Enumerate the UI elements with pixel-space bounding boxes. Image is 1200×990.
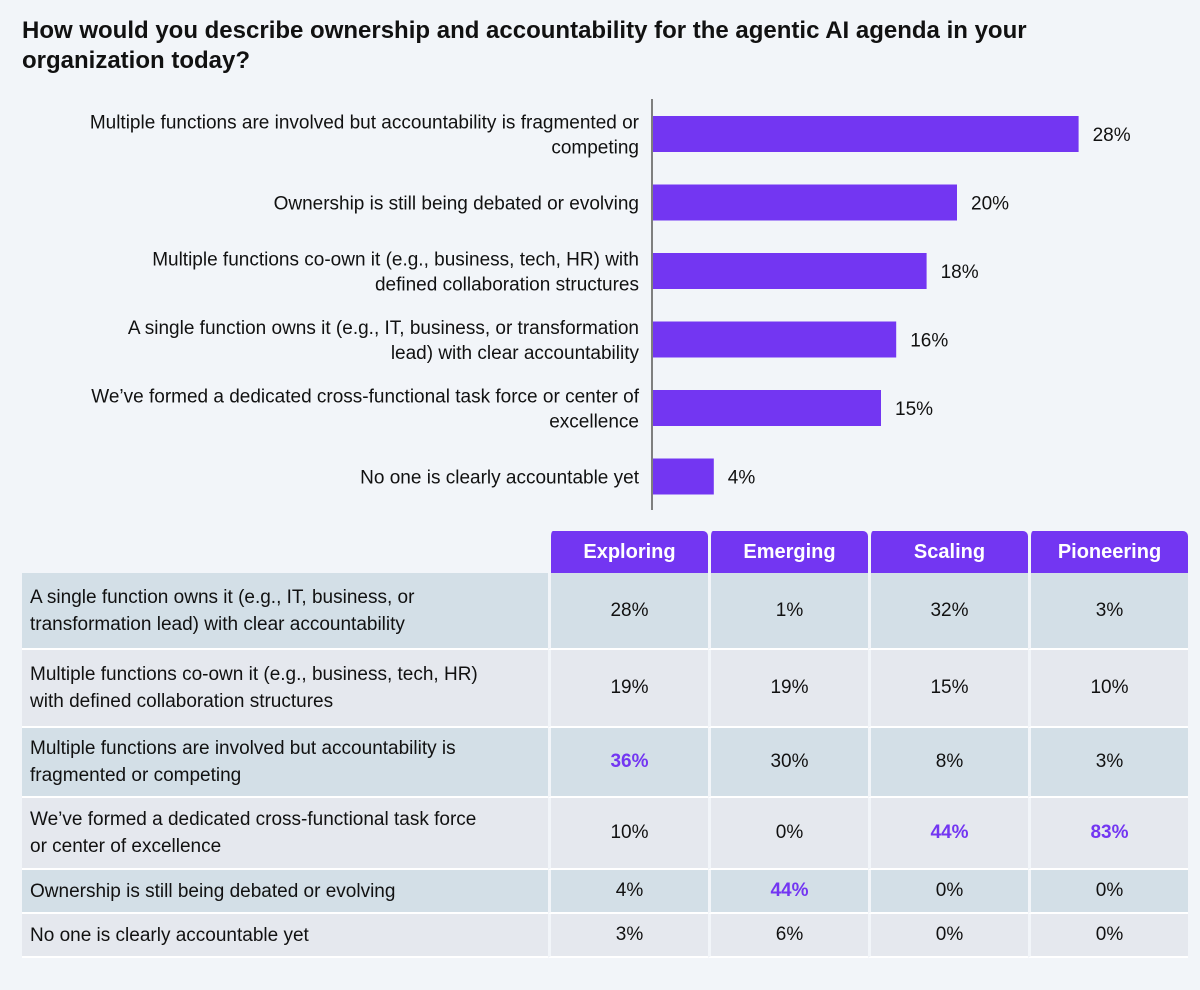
value-cell-scaling: 15% [868,650,1028,728]
value-cell-exploring: 4% [548,870,708,914]
value-cell-emerging: 6% [708,914,868,958]
row-label: Multiple functions co-own it (e.g., busi… [22,650,548,728]
row-label-line: fragmented or competing [30,765,242,786]
value-cell-pioneering: 3% [1028,573,1188,650]
value-cell-scaling: 44% [868,798,1028,870]
bar-2 [653,253,927,289]
column-header-scaling: Scaling [868,531,1028,573]
value-label-4: 15% [895,399,933,420]
category-label-line: Multiple functions are involved but acco… [90,113,640,134]
table-row: A single function owns it (e.g., IT, bus… [22,573,1188,650]
value-cell-exploring: 19% [548,650,708,728]
category-label-line: Ownership is still being debated or evol… [274,194,639,215]
column-header-emerging: Emerging [708,531,868,573]
value-cell-emerging: 30% [708,728,868,798]
category-label-line: defined collaboration structures [375,275,639,296]
value-cell-exploring: 36% [548,728,708,798]
row-label-line: We’ve formed a dedicated cross-functiona… [30,809,477,830]
row-label: We’ve formed a dedicated cross-functiona… [22,798,548,870]
category-label-line: competing [551,138,639,159]
category-label-2: Multiple functions co-own it (e.g., busi… [152,250,639,296]
value-cell-scaling: 32% [868,573,1028,650]
row-label-line: No one is clearly accountable yet [30,924,309,946]
row-label-line: with defined collaboration structures [30,691,334,712]
column-header-exploring: Exploring [548,531,708,573]
row-label: Multiple functions are involved but acco… [22,728,548,798]
value-cell-pioneering: 0% [1028,870,1188,914]
chart-title: How would you describe ownership and acc… [22,17,1027,74]
category-label-3: A single function owns it (e.g., IT, bus… [128,318,640,364]
value-cell-pioneering: 3% [1028,728,1188,798]
segment-table: Exploring Emerging Scaling Pioneering A sin… [22,531,1188,958]
value-cell-emerging: 0% [708,798,868,870]
value-cell-pioneering: 0% [1028,914,1188,958]
value-cell-emerging: 1% [708,573,868,650]
row-label-line: or center of excellence [30,836,222,857]
value-label-5: 4% [728,468,756,489]
value-cell-emerging: 44% [708,870,868,914]
bar-4 [653,390,881,426]
value-cell-scaling: 0% [868,914,1028,958]
category-label-5: No one is clearly accountable yet [360,468,640,489]
row-label-line: Ownership is still being debated or evol… [30,880,396,902]
category-label-line: lead) with clear accountability [391,343,640,364]
bar-5 [653,458,714,495]
table-header-row: Exploring Emerging Scaling Pioneering [22,531,1188,573]
row-label: A single function owns it (e.g., IT, bus… [22,573,548,650]
category-label-line: We’ve formed a dedicated cross-functiona… [91,387,639,408]
value-cell-exploring: 10% [548,798,708,870]
category-label-4: We’ve formed a dedicated cross-functiona… [91,387,639,433]
table-row: We’ve formed a dedicated cross-functiona… [22,798,1188,870]
bar-chart: Multiple functions are involved but acco… [90,99,1131,510]
value-cell-exploring: 28% [548,573,708,650]
row-label: No one is clearly accountable yet [22,914,548,958]
value-cell-pioneering: 83% [1028,798,1188,870]
value-cell-pioneering: 10% [1028,650,1188,728]
value-cell-exploring: 3% [548,914,708,958]
value-label-3: 16% [910,331,948,352]
table-row: Ownership is still being debated or evol… [22,870,1188,914]
value-cell-emerging: 19% [708,650,868,728]
bar-1 [653,184,957,221]
value-label-1: 20% [971,194,1009,215]
value-cell-scaling: 8% [868,728,1028,798]
row-label-line: Multiple functions are involved but acco… [30,738,456,759]
category-label-0: Multiple functions are involved but acco… [90,113,640,159]
table-row: Multiple functions co-own it (e.g., busi… [22,650,1188,728]
value-label-2: 18% [941,262,979,283]
category-label-line: excellence [549,412,639,433]
category-label-line: A single function owns it (e.g., IT, bus… [128,318,639,339]
row-label-line: transformation lead) with clear accounta… [30,613,405,635]
value-label-0: 28% [1093,125,1131,146]
bar-0 [653,116,1079,152]
table-row: No one is clearly accountable yet 3% 6% 0% 0… [22,914,1188,958]
row-label-line: A single function owns it (e.g., IT, bus… [30,586,415,608]
table-row: Multiple functions are involved but acco… [22,728,1188,798]
category-label-line: Multiple functions co-own it (e.g., busi… [152,250,639,271]
table-body: A single function owns it (e.g., IT, bus… [22,573,1188,958]
header-blank-cell [22,531,548,573]
value-cell-scaling: 0% [868,870,1028,914]
row-label: Ownership is still being debated or evol… [22,870,548,914]
column-header-pioneering: Pioneering [1028,531,1188,573]
bar-3 [653,321,897,358]
category-label-1: Ownership is still being debated or evol… [274,194,639,215]
category-label-line: No one is clearly accountable yet [360,468,640,489]
row-label-line: Multiple functions co-own it (e.g., busi… [30,664,478,685]
